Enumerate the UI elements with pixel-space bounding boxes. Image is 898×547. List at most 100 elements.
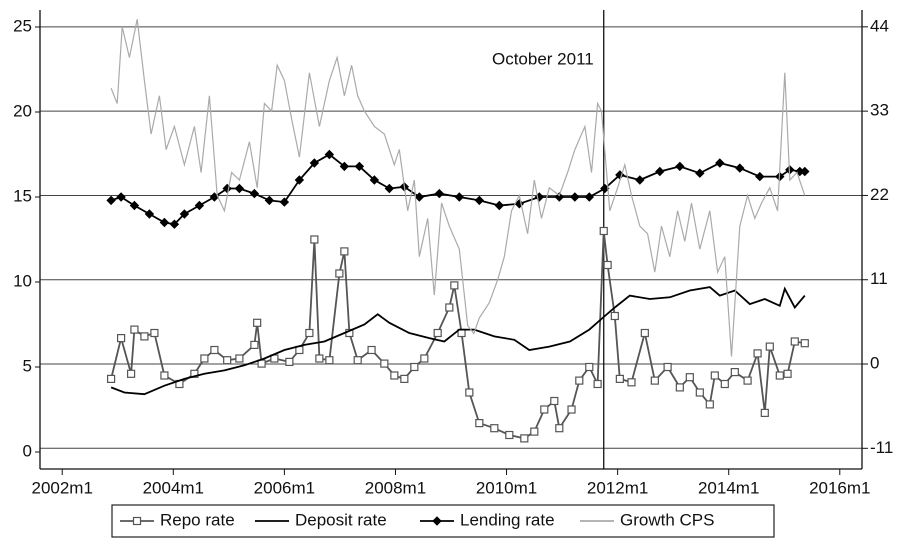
marker: [264, 195, 275, 206]
marker: [530, 427, 539, 436]
marker: [520, 434, 529, 443]
marker: [465, 388, 474, 397]
annotation-text: October 2011: [492, 49, 594, 68]
marker: [340, 247, 349, 256]
marker: [294, 175, 305, 185]
marker: [279, 197, 290, 207]
x-tick-label: 2008m1: [365, 478, 426, 497]
marker: [765, 342, 774, 351]
marker: [675, 383, 684, 392]
marker: [235, 354, 244, 363]
marker: [783, 369, 792, 378]
y-tick-label: 5: [23, 356, 32, 375]
marker: [410, 362, 419, 372]
marker: [675, 161, 685, 172]
y-tick-label: 25: [13, 16, 32, 35]
marker: [655, 166, 665, 177]
marker: [353, 356, 362, 365]
series-line: [110, 286, 806, 396]
y-tick-label: 10: [13, 271, 32, 290]
marker: [140, 332, 149, 341]
marker: [554, 192, 565, 202]
marker: [743, 376, 752, 385]
marker: [593, 379, 602, 389]
marker: [715, 158, 725, 168]
marker: [106, 374, 116, 383]
marker: [324, 149, 335, 160]
marker: [390, 371, 399, 380]
y-tick-label: 0: [23, 441, 32, 460]
marker: [414, 192, 425, 202]
marker: [753, 349, 762, 358]
marker: [234, 183, 245, 194]
marker: [635, 175, 645, 185]
legend-label: Deposit rate: [295, 510, 387, 529]
marker: [169, 219, 180, 229]
legend: Repo rate Deposit rate Lending rate Growth …: [111, 504, 775, 538]
marker: [615, 374, 624, 383]
y2-tick-label: 44: [870, 16, 889, 35]
marker: [735, 163, 745, 173]
marker: [309, 158, 320, 168]
marker: [420, 354, 429, 363]
marker: [514, 199, 525, 209]
marker: [800, 166, 810, 177]
marker: [433, 328, 442, 338]
legend-marker: [132, 516, 142, 526]
legend-label: Repo rate: [160, 510, 235, 529]
x-tick-label: 2010m1: [476, 478, 537, 497]
marker: [475, 419, 484, 428]
marker: [400, 374, 409, 383]
marker: [800, 339, 809, 348]
marker: [627, 378, 636, 387]
marker: [250, 340, 259, 349]
marker: [160, 371, 169, 380]
x-tick-label: 2016m1: [809, 478, 870, 497]
x-tick-label: 2014m1: [698, 478, 759, 497]
marker: [210, 345, 219, 355]
marker: [315, 354, 324, 363]
marker: [129, 200, 140, 211]
marker: [310, 235, 319, 244]
marker: [253, 318, 262, 327]
marker: [384, 183, 395, 194]
marker: [540, 405, 549, 414]
marker: [790, 337, 799, 346]
marker: [249, 188, 260, 199]
marker: [194, 200, 205, 211]
marker: [490, 424, 499, 433]
marker: [190, 369, 199, 378]
marker: [640, 328, 649, 338]
marker: [760, 408, 769, 417]
marker: [584, 192, 595, 202]
marker: [775, 371, 784, 380]
marker: [695, 388, 704, 397]
marker: [325, 356, 334, 365]
marker: [130, 325, 139, 334]
x-tick-label: 2006m1: [254, 478, 315, 497]
marker: [695, 168, 705, 178]
marker: [663, 362, 672, 372]
x-tick-label: 2012m1: [587, 478, 648, 497]
marker: [305, 328, 314, 338]
marker: [445, 303, 454, 312]
marker: [339, 161, 350, 172]
marker: [106, 195, 116, 206]
marker: [705, 400, 714, 409]
marker: [755, 171, 765, 182]
marker: [474, 195, 485, 206]
marker: [367, 345, 376, 355]
marker: [126, 369, 136, 378]
legend-marker: [432, 516, 442, 526]
y2-tick-label: 11: [870, 269, 888, 288]
marker: [179, 209, 190, 219]
y2-tick-label: 0: [870, 354, 879, 373]
marker: [650, 376, 659, 385]
marker: [222, 183, 232, 194]
y2-tick-label: -11: [870, 438, 893, 457]
marker: [730, 368, 739, 377]
x-tick-label: 2004m1: [143, 478, 204, 497]
y2-tick-label: 22: [870, 185, 889, 204]
marker: [575, 376, 584, 385]
